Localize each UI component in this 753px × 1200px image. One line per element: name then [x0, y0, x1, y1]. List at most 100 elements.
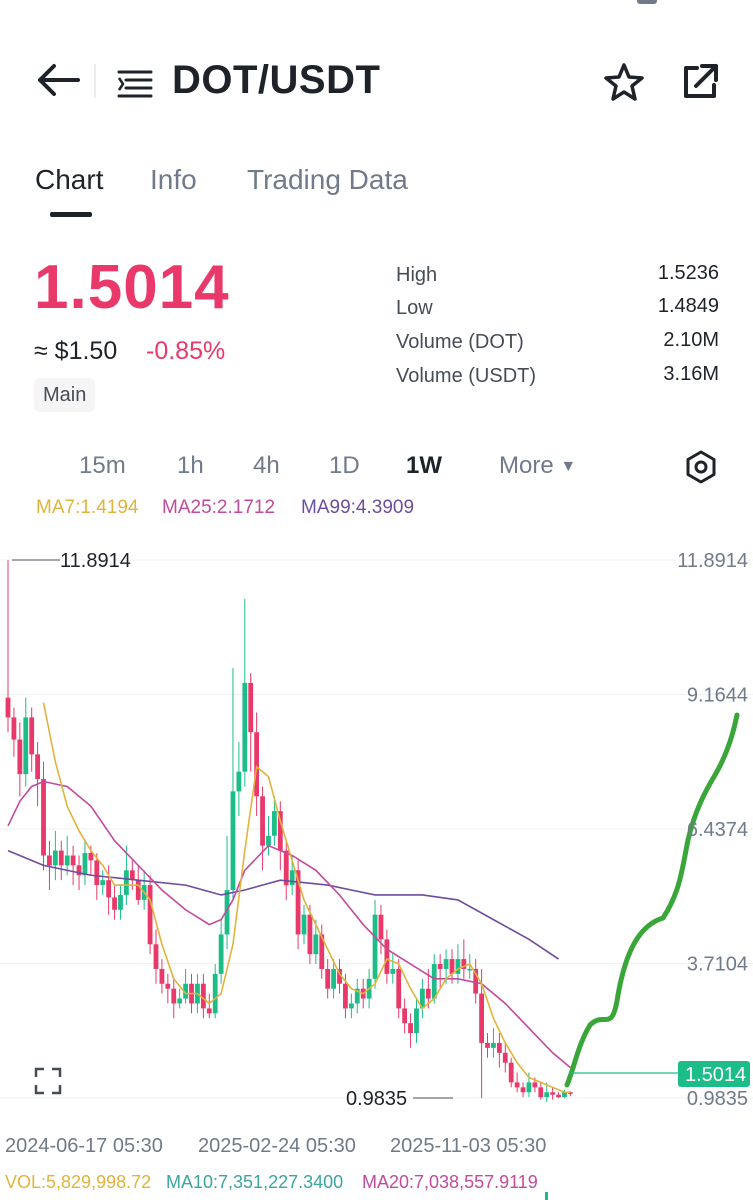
- candle: [206, 993, 212, 1019]
- settings-hexagon-icon: [686, 450, 716, 484]
- candle: [112, 885, 117, 920]
- volume-ma10-legend: MA10:7,351,227.3400: [166, 1172, 344, 1192]
- candle: [236, 742, 242, 817]
- stat-label-volume-quote: Volume (USDT): [396, 365, 537, 387]
- tab-info[interactable]: Info: [150, 164, 197, 195]
- star-icon: [604, 63, 644, 101]
- candle: [402, 998, 408, 1034]
- volume-ma20-legend: MA20:7,038,557.9119: [362, 1172, 538, 1192]
- candle: [153, 929, 159, 984]
- tab-trading-data[interactable]: Trading Data: [247, 164, 408, 195]
- chart-settings-button[interactable]: [684, 450, 718, 484]
- stat-value-volume-base: 2.10M: [663, 329, 719, 351]
- candle: [372, 899, 378, 989]
- stat-value-volume-quote: 3.16M: [663, 363, 719, 385]
- candle: [82, 840, 88, 886]
- candle: [35, 742, 40, 807]
- candle: [5, 560, 11, 733]
- candle: [118, 885, 123, 920]
- candle: [550, 1087, 556, 1100]
- interval-1w[interactable]: 1W: [406, 452, 442, 479]
- candlestick-chart[interactable]: 11.8914 9.1644 6.4374 3.7104 0.9835 11.8914 …: [0, 520, 753, 1130]
- ma99-legend: MA99:4.3909: [301, 497, 415, 518]
- candle: [106, 865, 112, 915]
- back-arrow-icon: [38, 64, 80, 96]
- caret-down-icon: ▼: [560, 458, 577, 475]
- candle: [272, 796, 277, 846]
- chart-gridlines: [0, 559, 753, 1099]
- share-button[interactable]: [680, 62, 720, 102]
- interval-more[interactable]: More ▼: [499, 452, 576, 480]
- candle: [508, 1057, 514, 1088]
- interval-4h[interactable]: 4h: [253, 452, 280, 479]
- candle: [313, 919, 319, 965]
- pair-title[interactable]: DOT/USDT: [172, 58, 381, 102]
- candle: [485, 1033, 490, 1058]
- candle: [562, 1089, 567, 1099]
- ma7-legend: MA7:1.4194: [36, 497, 139, 518]
- candle: [307, 904, 313, 965]
- candle: [337, 959, 342, 994]
- candle: [52, 830, 58, 881]
- y-tick-label: 3.7104: [687, 954, 748, 976]
- candles: [5, 560, 573, 1103]
- interval-more-label: More: [499, 452, 554, 479]
- pair-list-button[interactable]: [116, 66, 156, 100]
- candle: [408, 1013, 413, 1048]
- stat-label-high: High: [396, 264, 438, 286]
- candle: [491, 1028, 496, 1058]
- x-tick-3: 2025-11-03 05:30: [390, 1135, 547, 1157]
- interval-1d[interactable]: 1D: [329, 452, 360, 479]
- y-tick-label: 11.8914: [677, 550, 748, 572]
- candle: [319, 924, 325, 979]
- active-tab-indicator: [50, 212, 92, 217]
- back-button[interactable]: [30, 58, 86, 102]
- tab-chart[interactable]: Chart: [35, 164, 104, 195]
- interval-15m[interactable]: 15m: [79, 452, 126, 479]
- candle: [230, 668, 236, 900]
- stat-value-high: 1.5236: [657, 262, 719, 284]
- price-change-percent: -0.85%: [146, 337, 226, 365]
- ma99-line: [7, 849, 560, 960]
- ma25-legend: MA25:2.1712: [162, 497, 276, 518]
- candle: [212, 964, 218, 1019]
- candle: [165, 973, 171, 1004]
- y-axis-labels: 11.8914 9.1644 6.4374 3.7104 0.9835: [677, 550, 748, 1110]
- candle: [70, 845, 76, 886]
- candle: [11, 707, 17, 757]
- candle: [325, 959, 331, 999]
- interval-1h[interactable]: 1h: [177, 452, 204, 479]
- candle: [260, 786, 265, 871]
- candle: [455, 944, 461, 984]
- candle: [390, 954, 396, 984]
- candle: [100, 870, 106, 895]
- list-menu-icon: [117, 70, 153, 98]
- candle: [414, 998, 419, 1043]
- candle: [124, 845, 129, 905]
- candle: [437, 954, 443, 989]
- candle: [64, 835, 70, 876]
- candle: [354, 978, 360, 1014]
- candle: [159, 959, 165, 994]
- candle: [200, 973, 206, 1019]
- last-price: 1.5014: [34, 253, 230, 322]
- external-link-icon: [684, 64, 718, 98]
- header-divider: [94, 64, 96, 98]
- high-marker-label: 11.8914: [60, 550, 131, 572]
- candle: [331, 959, 336, 999]
- x-tick-1: 2024-06-17 05:30: [5, 1135, 163, 1157]
- low-marker: 0.9835: [346, 1088, 453, 1110]
- favorite-button[interactable]: [604, 62, 644, 102]
- candle: [47, 840, 52, 891]
- candle: [295, 860, 301, 950]
- fullscreen-button[interactable]: [34, 1067, 62, 1095]
- candle: [224, 835, 230, 950]
- hand-drawn-projection: [564, 712, 740, 1088]
- candle: [467, 954, 473, 979]
- candle: [254, 712, 260, 817]
- ma7-line: [42, 702, 571, 1094]
- candle: [449, 949, 455, 984]
- stat-label-low: Low: [396, 297, 433, 319]
- candle: [502, 1042, 508, 1073]
- candle: [461, 939, 467, 979]
